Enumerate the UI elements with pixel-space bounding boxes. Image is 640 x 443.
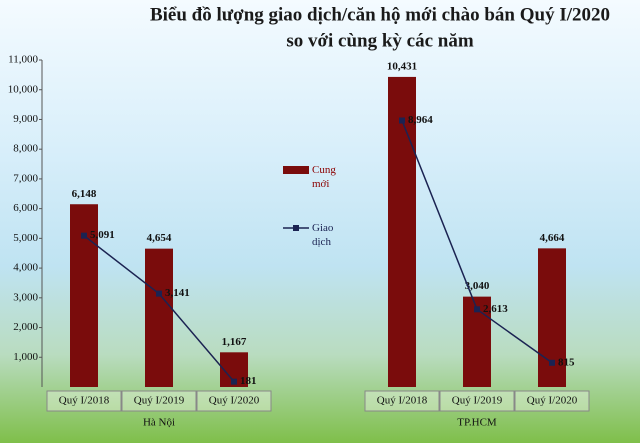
value-label: 4,664 — [540, 232, 565, 244]
group-label: Hà Nội — [143, 417, 175, 429]
value-label: 2,613 — [483, 303, 508, 315]
category-cell — [196, 390, 272, 412]
x-tick-label: Quý I/2020 — [527, 395, 578, 407]
value-label: 8,964 — [408, 114, 433, 126]
category-cell — [439, 390, 515, 412]
legend-key — [283, 166, 309, 174]
legend-key — [293, 225, 299, 231]
y-tick-label: 5,000 — [13, 232, 38, 244]
x-tick-label: Quý I/2018 — [377, 395, 428, 407]
marker — [474, 306, 480, 313]
x-tick-label: Quý I/2018 — [59, 395, 110, 407]
category-cell — [121, 390, 197, 412]
y-tick-label: 2,000 — [13, 321, 38, 333]
bar — [388, 76, 416, 387]
chart-title: Biểu đồ lượng giao dịch/căn hộ mới chào … — [150, 4, 610, 25]
category-cell — [46, 390, 122, 412]
x-tick-label: Quý I/2019 — [452, 395, 503, 407]
y-tick-label: 3,000 — [13, 291, 38, 303]
y-tick-label: 9,000 — [13, 113, 38, 125]
legend-label: Cung mới — [312, 164, 336, 190]
value-label: 5,091 — [90, 229, 115, 241]
y-tick-label: 7,000 — [13, 172, 38, 184]
marker — [156, 290, 162, 297]
legend-label: Giao dịch — [312, 222, 334, 248]
category-cell — [364, 390, 440, 412]
value-label: 4,654 — [147, 232, 172, 244]
value-label: 815 — [558, 356, 575, 368]
category-cell — [514, 390, 590, 412]
y-tick-label: 4,000 — [13, 262, 38, 274]
value-label: 1,167 — [222, 336, 247, 348]
marker — [231, 378, 237, 385]
value-label: 3,141 — [165, 287, 190, 299]
y-tick-label: 11,000 — [8, 54, 38, 66]
group-label: TP.HCM — [457, 417, 497, 429]
y-tick-label: 6,000 — [13, 202, 38, 214]
value-label: 6,148 — [72, 188, 97, 200]
marker — [399, 117, 405, 124]
x-tick-label: Quý I/2019 — [134, 395, 185, 407]
value-label: 3,040 — [465, 280, 490, 292]
value-label: 10,431 — [387, 60, 417, 72]
chart-title: so với cùng kỳ các năm — [286, 30, 474, 51]
y-tick-label: 10,000 — [8, 83, 39, 95]
marker — [81, 232, 87, 239]
value-label: 181 — [240, 375, 257, 387]
bar — [145, 248, 173, 387]
y-tick-label: 1,000 — [13, 351, 38, 363]
x-tick-label: Quý I/2020 — [209, 395, 260, 407]
y-tick-label: 8,000 — [13, 143, 38, 155]
marker — [549, 359, 555, 366]
